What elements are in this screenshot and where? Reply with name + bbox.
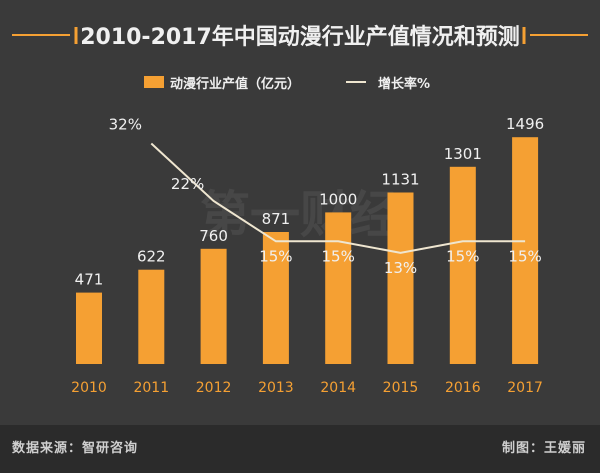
- growth-rate-label-2015: 13%: [384, 259, 417, 277]
- source-note: 数据来源：智研咨询: [12, 441, 139, 456]
- legend: 动漫行业产值（亿元） 增长率%: [144, 76, 430, 92]
- bar-value-label-2010: 471: [75, 271, 104, 289]
- bar-2010: [76, 292, 102, 364]
- footer: 数据来源：智研咨询 制图：王媛丽: [0, 425, 600, 473]
- bar-value-label-2014: 1000: [319, 190, 357, 208]
- bar-value-label-2013: 871: [262, 210, 291, 228]
- bar-value-label-2012: 760: [199, 227, 228, 245]
- growth-rate-label-2016: 15%: [446, 247, 479, 265]
- author-note: 制图：王媛丽: [501, 441, 586, 456]
- legend-label-line: 增长率%: [378, 76, 430, 92]
- x-tick-label-2010: 2010: [71, 380, 107, 396]
- watermark: 第一财经: [200, 186, 400, 244]
- chart-svg: 2010-2017年中国动漫行业产值情况和预测 第一财经 动漫行业产值（亿元） …: [12, 24, 588, 396]
- bar-value-label-2017: 1496: [506, 115, 544, 133]
- bar-value-label-2016: 1301: [444, 145, 482, 163]
- growth-rate-line: [150, 142, 526, 254]
- bar-2017: [512, 137, 539, 364]
- bar-2013: [262, 232, 289, 364]
- x-tick-label-2014: 2014: [320, 380, 356, 396]
- growth-rate-label-2012: 22%: [171, 175, 204, 193]
- growth-rate-label-2017: 15%: [508, 247, 541, 265]
- legend-label-bar: 动漫行业产值（亿元）: [170, 76, 300, 92]
- growth-rate-label-2014: 15%: [322, 247, 355, 265]
- title-decoration: [12, 27, 588, 44]
- bar-2011: [138, 269, 165, 364]
- bar-2012: [200, 248, 227, 364]
- x-tick-label-2017: 2017: [507, 380, 543, 396]
- bar-2014: [325, 212, 352, 364]
- bar-2015: [387, 192, 414, 364]
- x-axis: 2010 2011 2012 2013 2014 2015 2016 2017: [71, 380, 543, 396]
- growth-rate-label-2013: 15%: [259, 247, 292, 265]
- line-series: 32% 22% 15% 15% 13% 15% 15%: [109, 116, 542, 277]
- bar-value-label-2015: 1131: [381, 171, 419, 189]
- chart-title: 2010-2017年中国动漫行业产值情况和预测: [80, 24, 520, 50]
- x-tick-label-2013: 2013: [258, 380, 294, 396]
- x-tick-label-2012: 2012: [196, 380, 232, 396]
- x-tick-label-2011: 2011: [133, 380, 169, 396]
- bar-2016: [449, 166, 476, 364]
- x-tick-label-2016: 2016: [445, 380, 481, 396]
- growth-rate-label-2011: 32%: [109, 116, 142, 134]
- legend-swatch-bar: [144, 76, 164, 88]
- bar-series: 471 622 760 871 1000 1131 1301 1496: [75, 115, 544, 364]
- bar-value-label-2011: 622: [137, 248, 166, 266]
- x-tick-label-2015: 2015: [383, 380, 419, 396]
